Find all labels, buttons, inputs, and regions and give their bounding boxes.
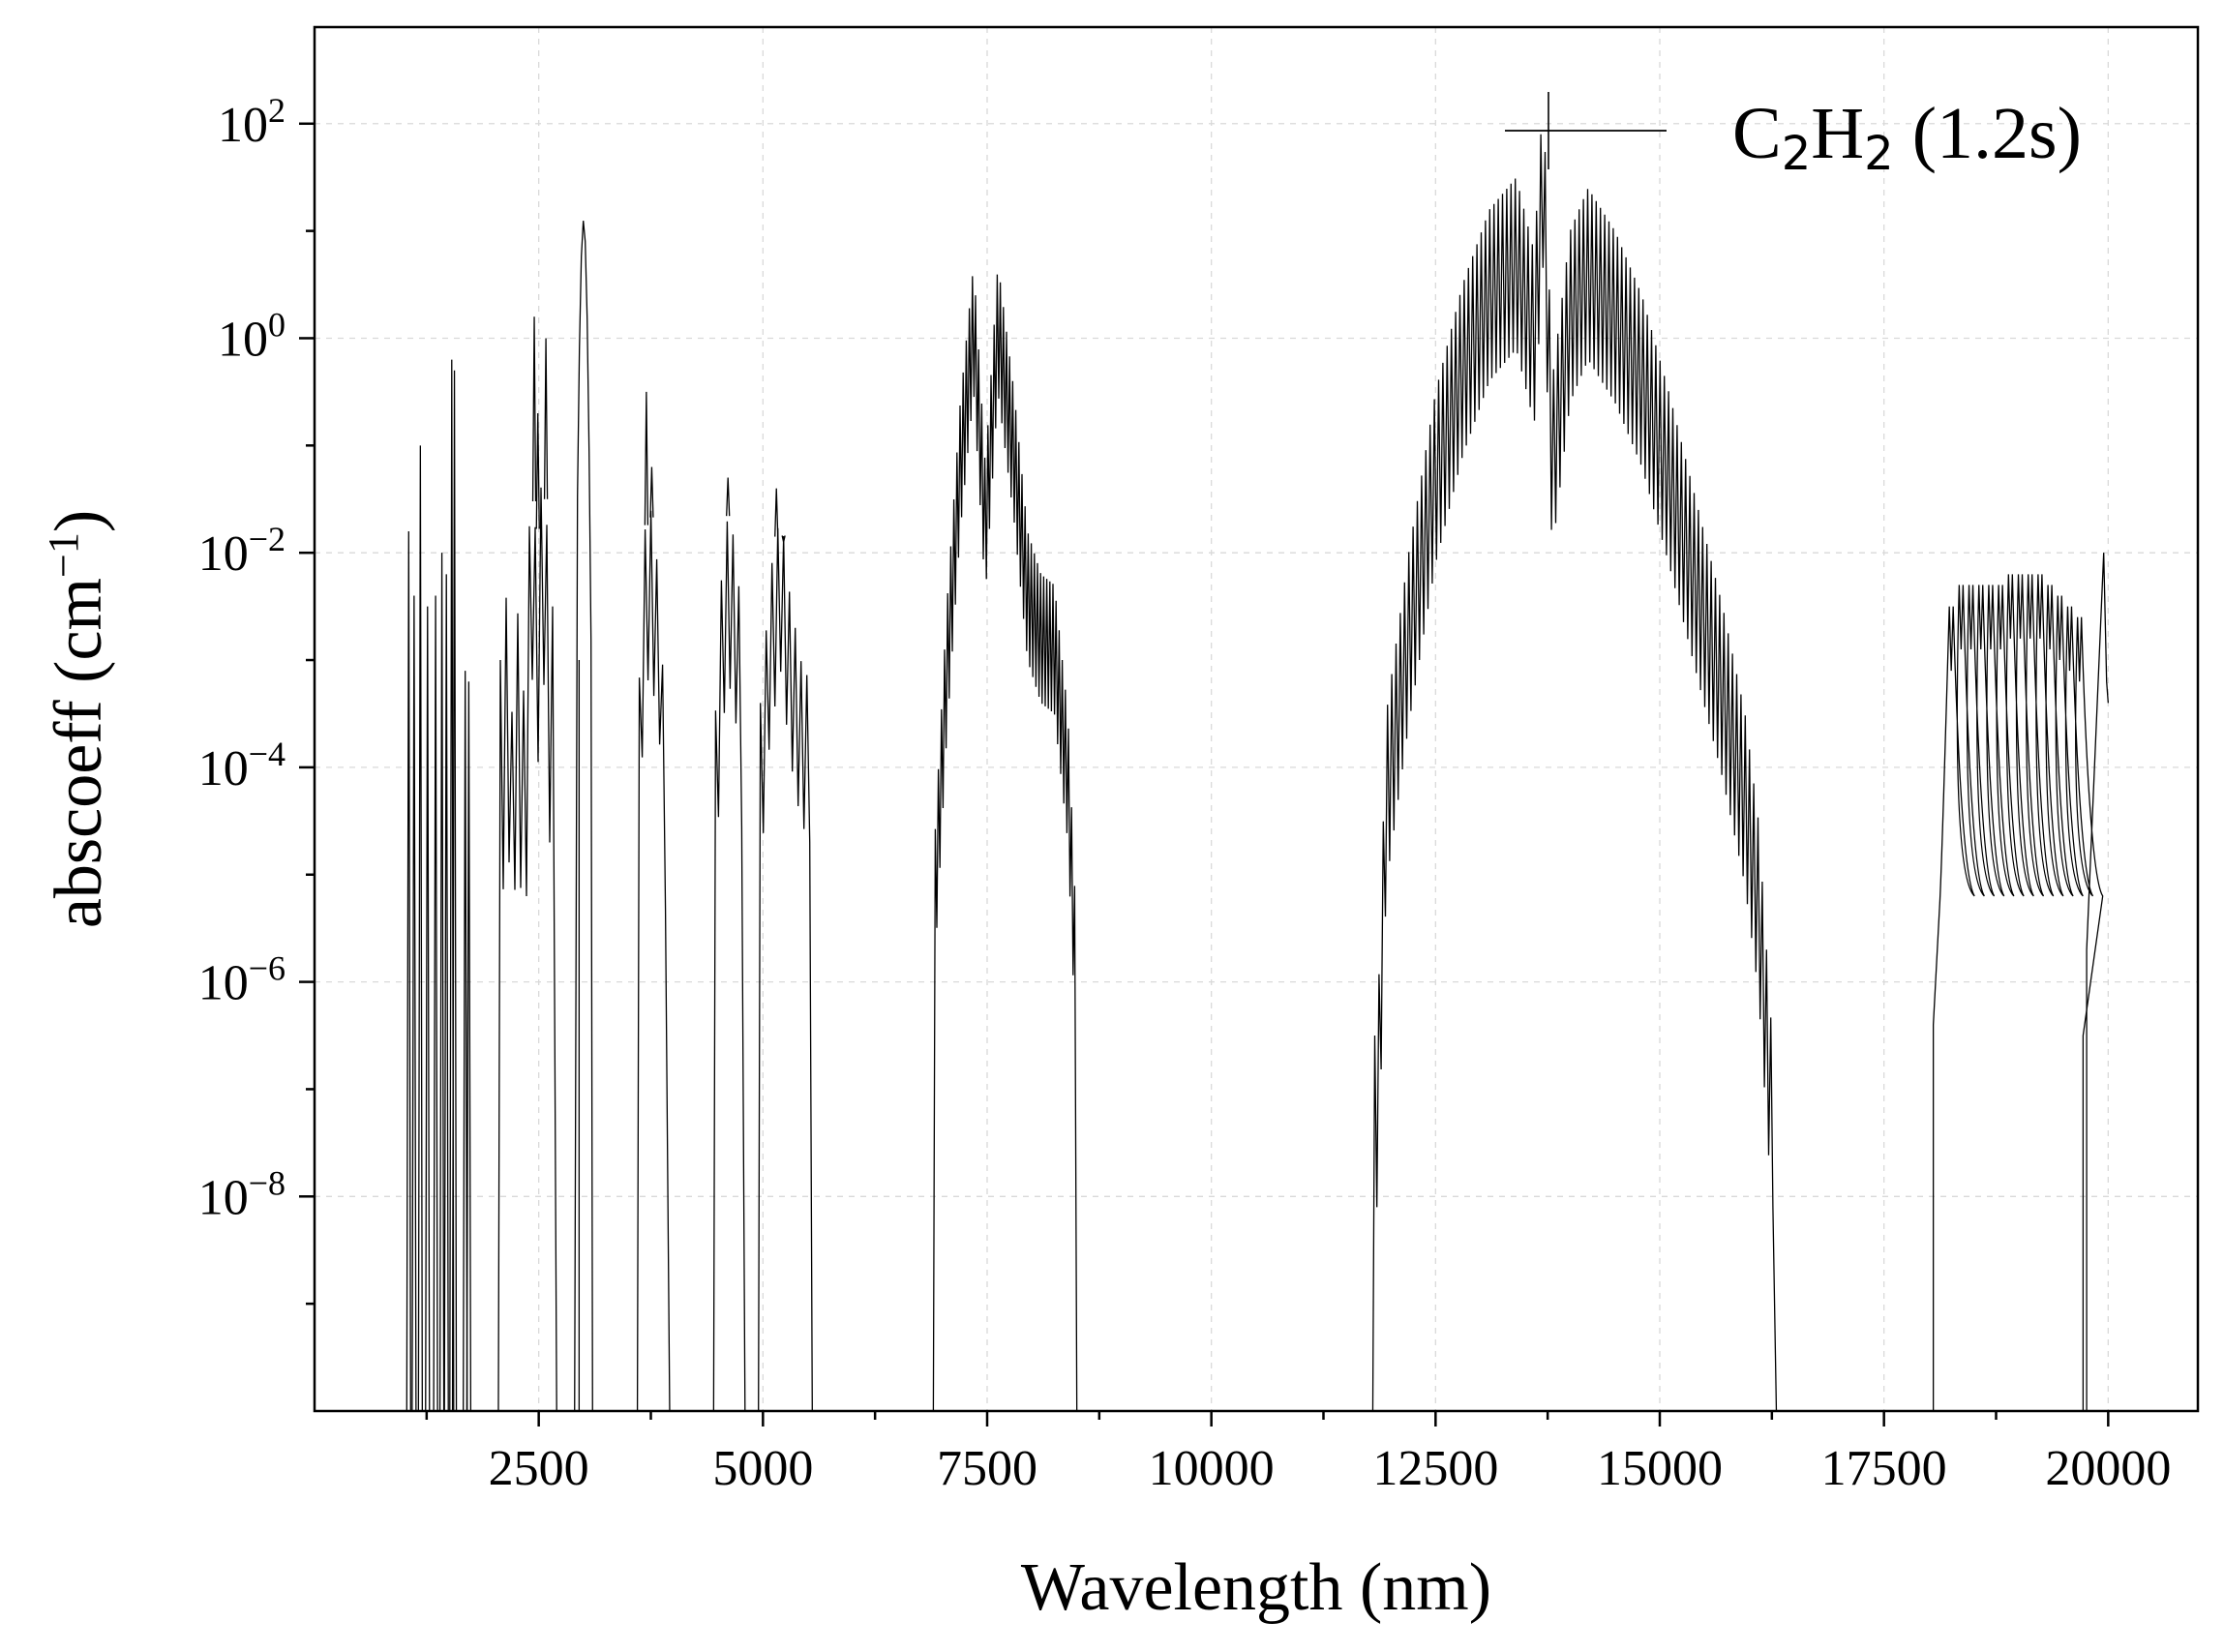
spectral-spike (644, 391, 649, 526)
x-tick-label: 2500 (489, 1441, 589, 1496)
plot-frame (313, 25, 2200, 1413)
spectral-line (417, 445, 423, 1411)
spectral-spike (531, 316, 537, 501)
spectral-line (443, 574, 449, 1411)
y-tick-label: 102 (218, 91, 286, 153)
y-tick-label: 10−2 (198, 520, 286, 582)
x-tick-label: 15000 (1597, 1441, 1723, 1496)
band-7500 (932, 274, 1078, 1411)
y-tick-labels: 102 100 10−2 10−4 10−6 10−8 (198, 91, 286, 1226)
band-4600 (712, 521, 746, 1411)
axis-ticks (299, 122, 2110, 1427)
legend-label: C2H2 (1.2s) (1732, 93, 2082, 181)
spectral-line (463, 671, 468, 1411)
series-C2H2 (406, 134, 2109, 1411)
y-tick-label: 100 (218, 305, 286, 367)
spectral-line (425, 606, 431, 1411)
spectral-spike (726, 477, 731, 517)
spectral-spike (774, 488, 779, 537)
x-tick-label: 7500 (937, 1441, 1037, 1496)
band-3700 (636, 510, 671, 1411)
x-axis-title: Wavelength (nm) (1021, 1550, 1491, 1625)
x-tick-label: 17500 (1821, 1441, 1947, 1496)
grid (315, 27, 2198, 1411)
y-axis-title-main: abscoeff (cm (42, 578, 116, 928)
y-tick-label: 10−8 (198, 1163, 286, 1225)
y-tick-label: 10−4 (198, 735, 286, 796)
spectral-line (466, 681, 472, 1411)
spectral-line (411, 595, 417, 1411)
x-tick-label: 5000 (712, 1441, 813, 1496)
band-13500 (1371, 134, 1778, 1411)
x-tick-label: 20000 (2045, 1441, 2171, 1496)
spectral-line (451, 370, 458, 1411)
band-20000-tail (2086, 553, 2109, 1411)
spectral-line (433, 595, 438, 1411)
x-tick-label: 12500 (1372, 1441, 1498, 1496)
spectral-spike (781, 535, 786, 543)
y-axis-title: abscoeff (cm−1) (40, 510, 117, 928)
legend: C2H2 (1.2s) (1505, 92, 2082, 181)
y-tick-label: 10−6 (198, 949, 286, 1011)
spectral-line (438, 553, 445, 1411)
spectral-spike (543, 338, 549, 499)
band-2100-2650 (497, 487, 557, 1411)
y-axis-title-sup: −1 (40, 532, 87, 578)
x-tick-labels: 2500 5000 7500 10000 12500 15000 17500 20000 (489, 1441, 2172, 1496)
x-tick-label: 10000 (1149, 1441, 1275, 1496)
spectral-line (406, 531, 411, 1411)
spectral-spike (535, 413, 540, 529)
band-3000-peak (574, 221, 593, 1411)
band-19000-comb (1932, 574, 2104, 1411)
y-axis-title-close: ) (42, 510, 116, 532)
spectral-spike (649, 466, 654, 518)
band-5200 (758, 527, 813, 1411)
